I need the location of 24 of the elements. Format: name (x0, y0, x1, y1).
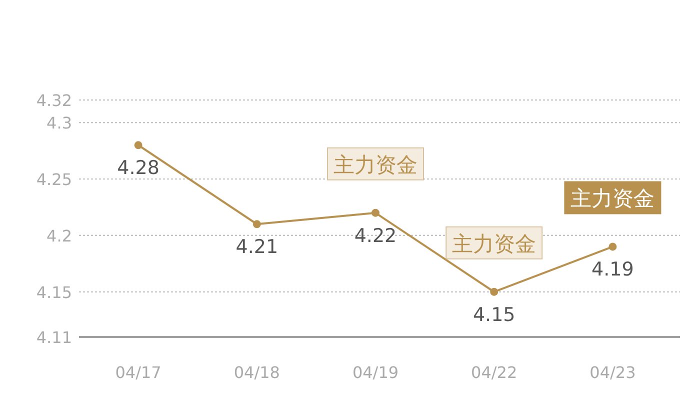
data-label: 4.19 (592, 258, 634, 281)
y-tick-label: 4.2 (46, 226, 72, 246)
data-label: 4.22 (354, 224, 397, 247)
annotation: 主力资金 (570, 186, 655, 211)
y-tick-label: 4.3 (46, 114, 72, 133)
x-tick-label: 04/23 (590, 363, 636, 382)
y-tick-label: 4.25 (36, 170, 72, 189)
annotation: 主力资金 (452, 232, 536, 256)
y-tick-label: 4.11 (36, 328, 72, 347)
x-tick-label: 04/17 (115, 363, 162, 382)
point (372, 208, 380, 217)
data-label: 4.21 (236, 236, 278, 258)
point (134, 141, 142, 150)
point (608, 242, 617, 251)
y-tick-label: 4.32 (36, 91, 72, 110)
data-label: 4.15 (472, 304, 516, 326)
x-tick-label: 04/22 (471, 363, 518, 382)
point (490, 288, 498, 296)
x-tick-label: 04/19 (352, 363, 399, 382)
annotation: 主力资金 (334, 152, 418, 177)
point (252, 220, 261, 228)
y-tick-label: 4.15 (36, 282, 72, 302)
data-label: 4.28 (117, 157, 160, 180)
x-tick-label: 04/18 (234, 363, 280, 382)
